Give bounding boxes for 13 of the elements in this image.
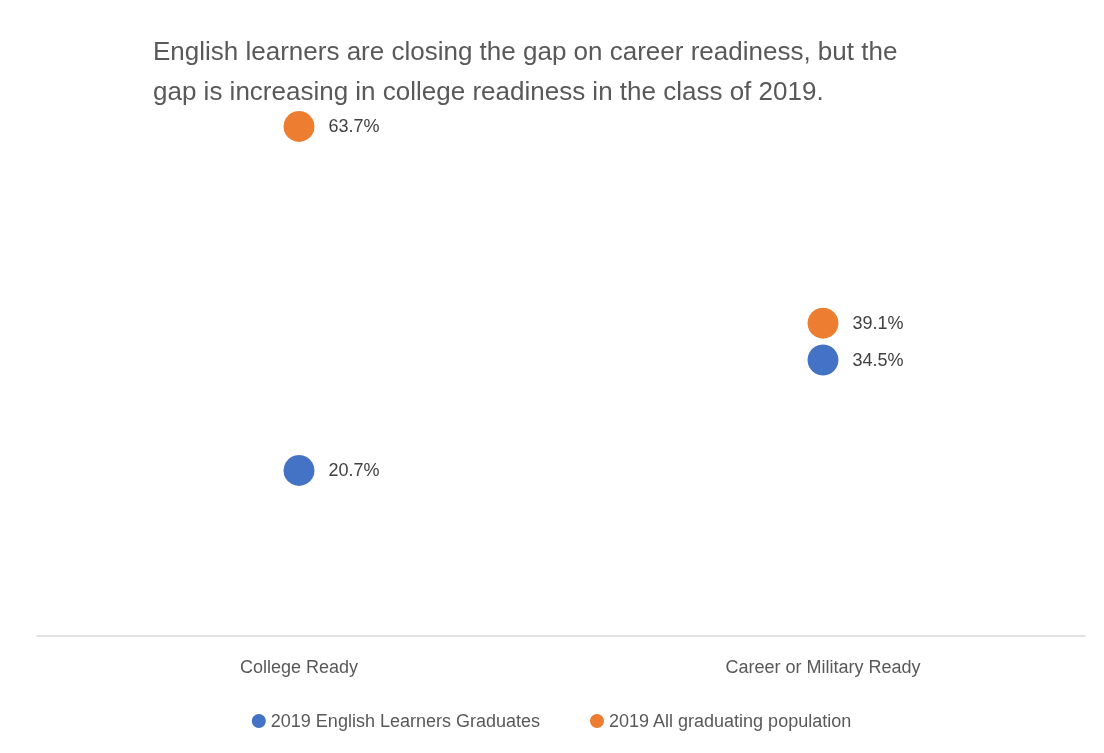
x-tick-label: College Ready [239, 657, 359, 677]
point [283, 110, 315, 142]
chart-title: English learners are closing the gap on career readiness, but the gap is increasing in college readiness in the class of 2019. [153, 36, 905, 106]
data-label: 20.7% [328, 460, 380, 481]
x-tick-label: Career or Military Ready [725, 657, 921, 677]
point [283, 454, 315, 486]
point [807, 307, 839, 339]
data-label: 63.7% [328, 116, 380, 137]
legend-label: 2019 All graduating population [608, 711, 852, 731]
legend-label: 2019 English Learners Graduates [270, 711, 540, 731]
data-label: 39.1% [852, 313, 904, 334]
point [807, 344, 839, 376]
data-label: 34.5% [852, 350, 904, 370]
